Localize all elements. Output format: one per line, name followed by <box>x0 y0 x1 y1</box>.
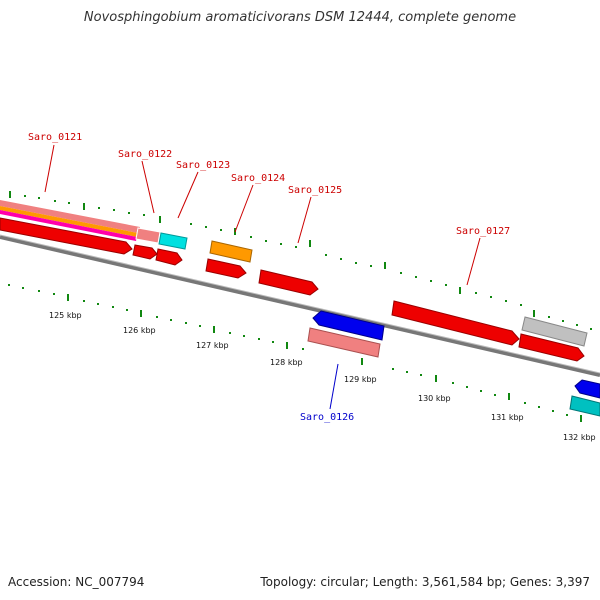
topology-text: Topology: circular; Length: 3,561,584 bp… <box>260 575 590 589</box>
gene-label[interactable]: Saro_0123 <box>176 160 230 171</box>
forward-genes <box>0 217 588 362</box>
gene-label[interactable]: Saro_0125 <box>288 185 342 196</box>
genome-backbone-highlight <box>0 234 600 374</box>
gene-arrow-red <box>518 333 585 362</box>
kbp-label-group: 125 kbp 126 kbp 127 kbp 128 kbp 129 kbp … <box>49 311 596 442</box>
genome-backbone <box>0 235 600 377</box>
lower-tick-row <box>67 294 582 422</box>
gene-label[interactable]: Saro_0124 <box>231 173 285 184</box>
gene-arrow-red <box>155 248 183 266</box>
gene-label[interactable]: Saro_0126 <box>300 412 354 423</box>
gene-label[interactable]: Saro_0122 <box>118 149 172 160</box>
leader-line <box>141 160 155 214</box>
gene-box-orange <box>209 240 253 263</box>
gene-arrow-blue <box>574 379 600 399</box>
kbp-label: 131 kbp <box>491 413 524 422</box>
gene-stripe-magenta <box>0 210 137 241</box>
upper-minor-dots <box>24 195 592 330</box>
gene-arrow-red <box>391 300 520 346</box>
gene-label[interactable]: Saro_0121 <box>28 132 82 143</box>
kbp-label: 126 kbp <box>123 326 156 335</box>
gene-arrow-red <box>258 269 319 296</box>
gene-stripe-orange <box>0 206 138 237</box>
gene-box-salmon <box>135 227 161 244</box>
gene-box-teal <box>569 395 600 417</box>
reverse-genes <box>307 310 600 417</box>
kbp-label: 132 kbp <box>563 433 596 442</box>
kbp-label: 127 kbp <box>196 341 229 350</box>
gene-arrow-red <box>205 258 247 279</box>
map-title: Novosphingobium aromaticivorans DSM 1244… <box>83 10 517 25</box>
kbp-label: 130 kbp <box>418 394 451 403</box>
leader-line <box>329 363 339 410</box>
stripe-group <box>0 200 140 241</box>
gene-box-gray <box>521 316 588 347</box>
leader-line <box>177 171 199 219</box>
leader-line <box>234 184 254 233</box>
leader-line <box>297 196 312 244</box>
gene-arrow-red <box>132 244 158 260</box>
gene-box-cyan <box>158 232 188 250</box>
gene-label-group: Saro_0121 Saro_0122 Saro_0123 Saro_0124 … <box>28 132 510 423</box>
accession-text: Accession: NC_007794 <box>8 575 145 589</box>
leader-line <box>44 144 55 193</box>
gene-box-salmon <box>307 327 381 358</box>
gene-arrow-blue <box>312 310 385 341</box>
gene-label[interactable]: Saro_0127 <box>456 226 510 237</box>
lower-minor-dots <box>8 284 568 416</box>
label-leaders <box>44 144 481 410</box>
leader-line <box>466 237 481 286</box>
gene-arrow-red <box>0 217 133 255</box>
kbp-label: 129 kbp <box>344 375 377 384</box>
kbp-label: 125 kbp <box>49 311 82 320</box>
gene-stripe-salmon <box>0 200 140 233</box>
kbp-label: 128 kbp <box>270 358 303 367</box>
